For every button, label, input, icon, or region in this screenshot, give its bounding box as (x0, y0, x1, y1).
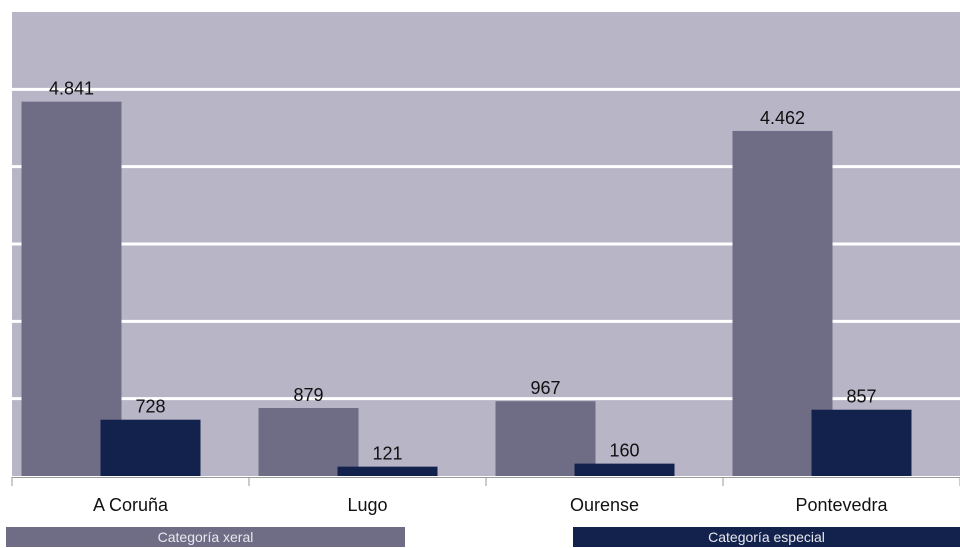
bar-especial (811, 409, 912, 476)
legend-label-especial: Categoría especial (708, 529, 825, 545)
data-label: 121 (372, 444, 402, 464)
legend-item-especial: Categoría especial (573, 527, 960, 547)
data-label: 4.841 (49, 79, 94, 99)
bar-xeral (21, 101, 122, 476)
bar-xeral (495, 401, 596, 476)
data-label: 4.462 (760, 108, 805, 128)
x-tick-label: Pontevedra (795, 495, 888, 515)
x-axis: A Coruña Lugo Ourense Pontevedra (11, 477, 960, 515)
legend-label-xeral: Categoría xeral (157, 529, 254, 545)
data-label: 857 (846, 387, 876, 407)
bar-especial (337, 466, 438, 476)
bars (21, 101, 912, 476)
data-labels: 4.841 728 879 121 967 160 4.462 857 (49, 79, 877, 464)
bar-especial (100, 419, 201, 476)
x-tick-label: Lugo (347, 495, 387, 515)
bar-chart: 4.841 728 879 121 967 160 4.462 857 A Coruña Lug… (11, 12, 960, 515)
legend-item-xeral: Categoría xeral (6, 527, 405, 547)
data-label: 728 (135, 397, 165, 417)
data-label: 160 (609, 441, 639, 461)
data-label: 967 (530, 378, 560, 398)
data-label: 879 (293, 385, 323, 405)
x-tick-label: A Coruña (93, 495, 169, 515)
x-tick-label: Ourense (570, 495, 639, 515)
bar-especial (574, 463, 675, 476)
bar-xeral (258, 408, 359, 476)
